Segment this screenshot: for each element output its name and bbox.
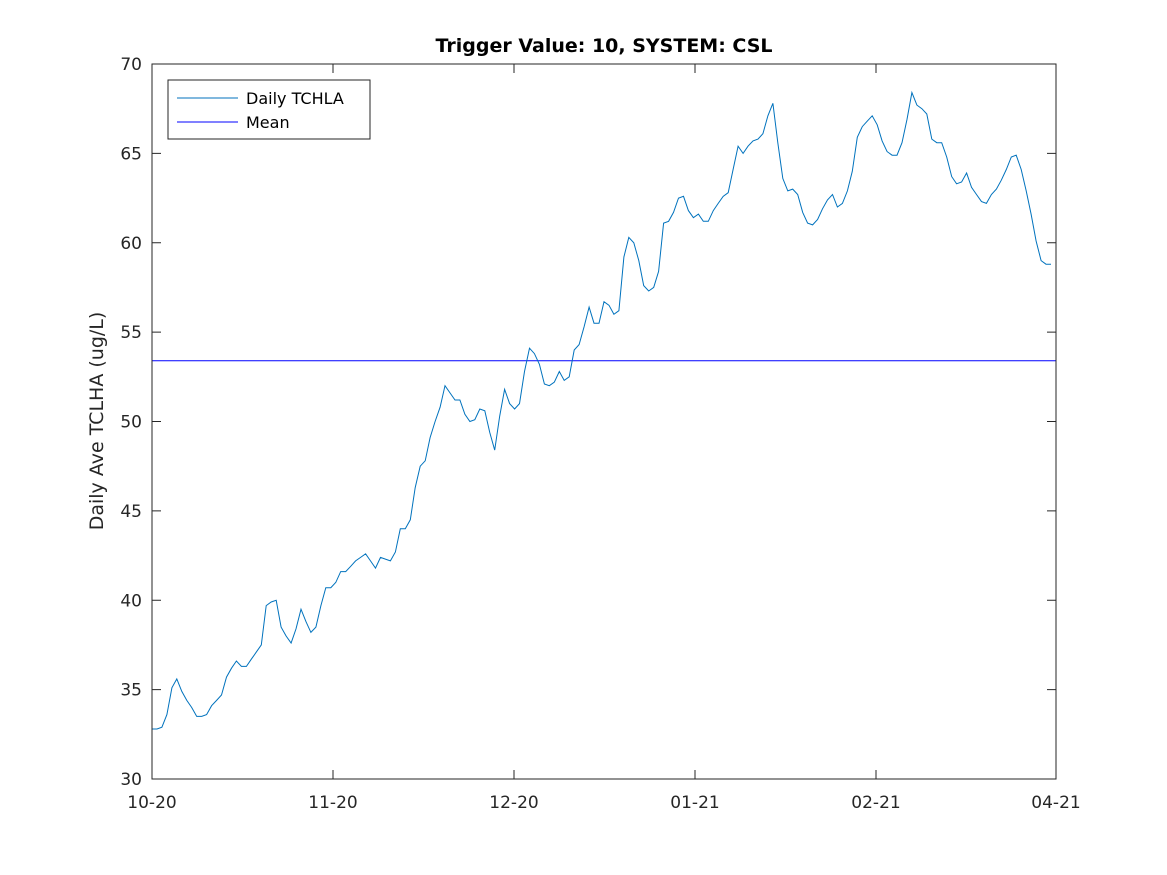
legend-label-mean: Mean	[246, 113, 290, 132]
plot-area	[152, 64, 1056, 779]
y-tick-label: 70	[120, 55, 142, 75]
y-tick-label: 55	[120, 323, 142, 343]
y-axis-label: Daily Ave TCLHA (ug/L)	[86, 312, 108, 531]
y-tick-label: 40	[120, 591, 142, 611]
y-tick-label: 30	[120, 770, 142, 790]
chart-title: Trigger Value: 10, SYSTEM: CSL	[436, 35, 773, 57]
legend-box	[167, 79, 371, 140]
daily-tchla-line	[152, 90, 1051, 730]
y-axis-ticks: 30 35 40 45 50 55 60 65 70	[120, 55, 1056, 790]
x-axis-ticks: 10-20 11-20 12-20 01-21 02-21 04-21	[127, 64, 1081, 813]
y-tick-label: 65	[120, 144, 142, 164]
plot-frame	[151, 63, 1057, 780]
y-tick-label: 35	[120, 681, 142, 701]
x-tick-label: 01-21	[670, 793, 719, 813]
y-tick-label: 45	[120, 502, 142, 522]
y-tick-label: 60	[120, 234, 142, 254]
y-tick-label: 50	[120, 413, 142, 433]
x-tick-label: 02-21	[851, 793, 900, 813]
legend: Daily TCHLA Mean	[167, 79, 371, 140]
legend-label-daily-tchla: Daily TCHLA	[246, 89, 344, 108]
x-tick-label: 12-20	[489, 793, 538, 813]
x-tick-label: 04-21	[1031, 793, 1080, 813]
x-tick-label: 10-20	[127, 793, 176, 813]
x-tick-label: 11-20	[308, 793, 357, 813]
